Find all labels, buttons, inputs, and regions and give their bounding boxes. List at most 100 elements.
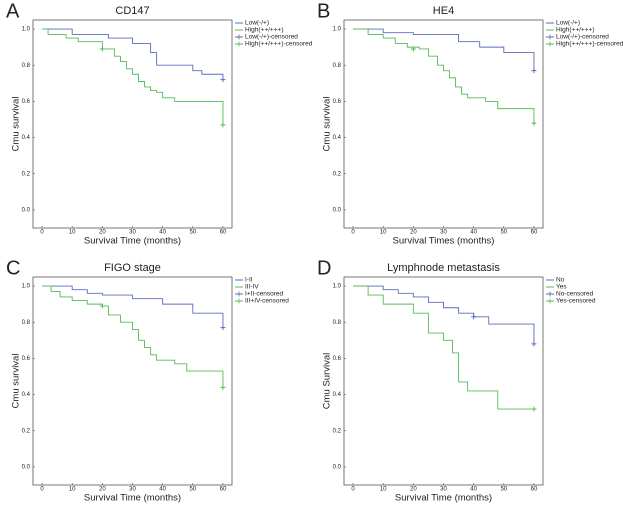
y-tick-label: 0.2 (22, 171, 31, 177)
x-tick-label: 10 (69, 230, 76, 236)
survival-curve (42, 28, 224, 80)
legend-label: I-II (245, 277, 253, 284)
survival-curve (42, 285, 224, 328)
legend-censor (547, 298, 553, 304)
survival-curve (353, 285, 534, 410)
x-axis-label: Survival Time (months) (84, 493, 181, 504)
panel-letter: B (317, 0, 330, 22)
panel-letter: C (6, 257, 20, 279)
y-tick-label: 0.4 (333, 135, 342, 141)
y-tick-label: 0.0 (22, 207, 31, 213)
censor-mark (220, 384, 226, 390)
legend-label: III-IV (245, 284, 259, 291)
y-tick-label: 0.8 (22, 320, 31, 326)
y-tick-label: 1.0 (22, 27, 31, 33)
panel-letter: D (317, 257, 331, 279)
survival-curve (353, 28, 535, 124)
survival-curve (42, 285, 224, 388)
legend-label: High(++/+++) (556, 27, 594, 34)
legend-censor (547, 291, 553, 297)
x-tick-label: 20 (99, 230, 106, 236)
legend-label: High(++/+++)-censored (245, 41, 313, 48)
legend-label: Low(-/+) (245, 20, 269, 27)
legend-label: Low(-/+)-censored (245, 34, 298, 41)
x-axis-label: Survival Times (months) (393, 236, 495, 247)
x-tick-label: 0 (40, 230, 44, 236)
y-tick-label: 1.0 (22, 284, 31, 290)
censor-mark (410, 46, 416, 52)
x-tick-label: 10 (380, 487, 387, 493)
x-tick-label: 40 (470, 230, 477, 236)
censor-mark (531, 120, 537, 126)
legend-label: No-censored (556, 291, 594, 298)
legend-label: III+IV-censored (245, 298, 289, 305)
x-tick-label: 60 (220, 230, 227, 236)
x-tick-label: 60 (531, 230, 538, 236)
x-tick-label: 20 (410, 487, 417, 493)
legend-label: Low(-/+)-censored (556, 34, 609, 41)
panel: A CD147 Survival Time (months) Cmu survival… (6, 0, 313, 246)
censor-mark (99, 46, 105, 52)
y-tick-label: 0.2 (333, 171, 342, 177)
censor-mark (471, 314, 477, 320)
y-tick-label: 0.2 (333, 428, 342, 434)
y-tick-label: 0.2 (22, 428, 31, 434)
x-axis-label: Survival Time (months) (84, 236, 181, 247)
x-tick-label: 30 (440, 230, 447, 236)
censor-mark (531, 406, 537, 412)
y-tick-label: 0.6 (333, 356, 342, 362)
x-tick-label: 0 (40, 487, 44, 493)
survival-curve (42, 28, 224, 125)
x-tick-label: 50 (500, 230, 507, 236)
panel: C FIGO stage Survival Time (months) Cmu sur… (6, 257, 289, 503)
y-tick-label: 0.6 (22, 99, 31, 105)
x-tick-label: 40 (470, 487, 477, 493)
censor-mark (99, 303, 105, 309)
x-tick-label: 20 (410, 230, 417, 236)
x-tick-label: 50 (189, 230, 196, 236)
x-tick-label: 30 (440, 487, 447, 493)
chart-title: FIGO stage (104, 262, 161, 274)
legend-censor (236, 298, 242, 304)
x-tick-label: 60 (220, 487, 227, 493)
plot-frame (343, 276, 544, 486)
legend-censor (236, 34, 242, 40)
x-tick-label: 60 (531, 487, 538, 493)
plot-frame (32, 276, 233, 486)
x-tick-label: 0 (351, 230, 355, 236)
legend-censor (547, 34, 553, 40)
y-tick-label: 1.0 (333, 284, 342, 290)
y-tick-label: 0.0 (333, 464, 342, 470)
x-tick-label: 30 (129, 230, 136, 236)
x-tick-label: 20 (99, 487, 106, 493)
y-tick-label: 0.0 (333, 207, 342, 213)
censor-mark (220, 325, 226, 331)
y-axis-label: Cmu Survival (322, 353, 333, 410)
legend-censor (236, 41, 242, 47)
x-tick-label: 40 (159, 230, 166, 236)
legend-censor (547, 41, 553, 47)
y-tick-label: 0.8 (22, 63, 31, 69)
legend-label: No (556, 277, 565, 284)
plot-frame (32, 19, 233, 229)
chart-title: Lymphnode metastasis (387, 262, 500, 274)
x-tick-label: 10 (69, 487, 76, 493)
x-tick-label: 50 (500, 487, 507, 493)
chart-title: CD147 (115, 5, 149, 17)
y-tick-label: 0.4 (333, 392, 342, 398)
x-tick-label: 0 (351, 487, 355, 493)
y-tick-label: 1.0 (333, 27, 342, 33)
y-tick-label: 0.8 (333, 63, 342, 69)
x-axis-label: Survival Time (months) (395, 493, 492, 504)
censor-mark (220, 122, 226, 128)
censor-mark (531, 68, 537, 74)
chart-title: HE4 (433, 5, 454, 17)
panel-letter: A (6, 0, 20, 22)
x-tick-label: 50 (189, 487, 196, 493)
x-tick-label: 30 (129, 487, 136, 493)
legend-label: Yes-censored (556, 298, 596, 305)
censor-mark (531, 341, 537, 347)
